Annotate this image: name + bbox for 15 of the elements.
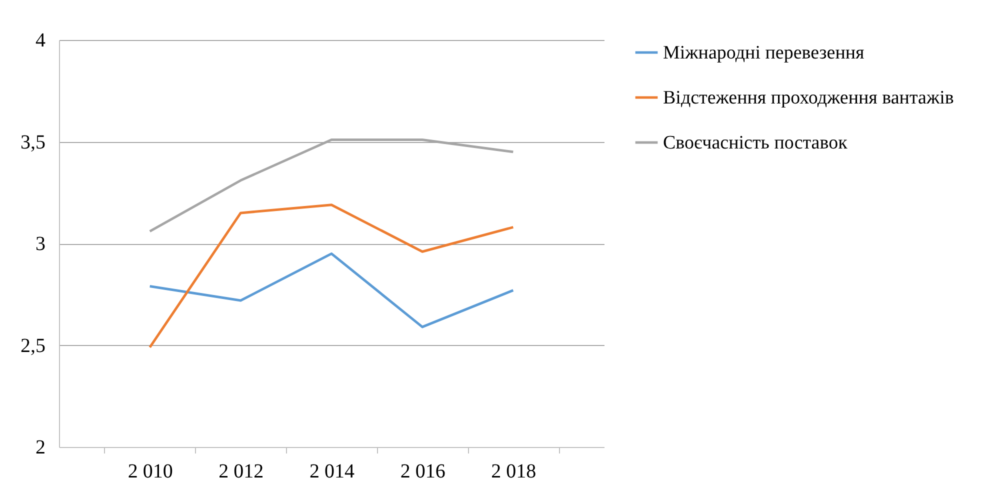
y-tick-label: 2,5	[20, 334, 46, 357]
x-tick-label: 2 010	[128, 460, 173, 482]
legend-label: Відстеження проходження вантажів	[663, 88, 954, 108]
y-tick-label: 2	[36, 436, 46, 458]
line-series	[148, 204, 514, 349]
x-tick-label: 2 012	[218, 460, 264, 482]
line-series	[148, 252, 514, 328]
x-tick-label: 2 018	[491, 460, 536, 482]
x-tick-label: 2 014	[310, 460, 354, 482]
y-tick-label: 3	[36, 233, 46, 255]
legend-label: Своєчасність поставок	[663, 132, 848, 154]
y-tick-label: 4	[36, 30, 46, 52]
y-tick-label: 3,5	[20, 131, 46, 154]
x-tick-label: 2 016	[400, 460, 446, 482]
legend-label: Міжнародні перевезення	[663, 42, 865, 64]
